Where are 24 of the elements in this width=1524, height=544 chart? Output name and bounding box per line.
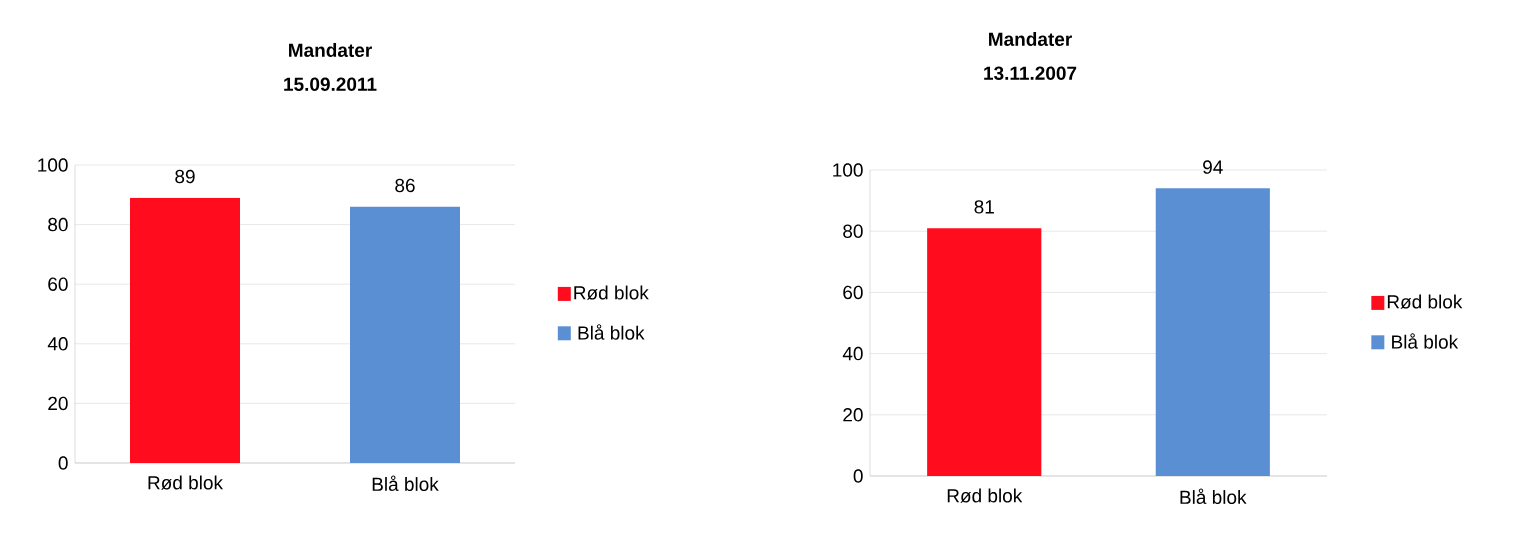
data-label: 94 — [1203, 160, 1223, 174]
chart-title: Mandater — [289, 43, 372, 57]
y-tick-label: 40 — [842, 346, 863, 361]
chart-subtitle: 13.11.2007 — [984, 66, 1077, 80]
data-label: 86 — [395, 178, 415, 193]
legend-label: Rød blok — [574, 285, 649, 300]
y-tick-label: 60 — [843, 285, 863, 300]
data-label: 89 — [175, 169, 195, 184]
y-tick-label: 100 — [38, 158, 68, 172]
y-tick-label: 20 — [843, 408, 863, 422]
y-tick-label: 0 — [58, 456, 68, 470]
legend-label: Rød blok — [1387, 294, 1463, 309]
chart-subtitle: 15.09.2011 — [284, 77, 377, 91]
y-tick-label: 80 — [48, 217, 68, 232]
legend-label: Blå blok — [578, 324, 645, 340]
y-tick-label: 100 — [833, 163, 863, 177]
y-tick-label: 60 — [48, 277, 68, 291]
y-tick-label: 80 — [843, 224, 863, 238]
y-tick-label: 40 — [47, 337, 68, 351]
y-tick-label: 20 — [48, 396, 68, 411]
y-tick-label: 0 — [853, 469, 863, 483]
chart-title: Mandater — [989, 32, 1072, 46]
legend-label: Blå blok — [1392, 333, 1459, 349]
data-label: 81 — [974, 200, 994, 214]
